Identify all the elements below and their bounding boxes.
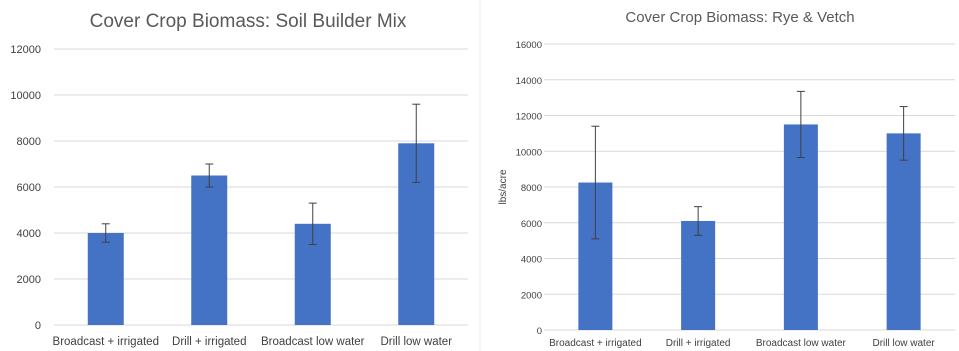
x-tick-label: Broadcast + irrigated bbox=[549, 338, 642, 349]
bar bbox=[681, 221, 715, 330]
y-tick-label: 14000 bbox=[516, 76, 542, 87]
y-tick-label: 12000 bbox=[516, 112, 542, 123]
y-tick-label: 2000 bbox=[521, 290, 542, 301]
chart-title: Cover Crop Biomass: Rye & Vetch bbox=[625, 9, 854, 26]
y-tick-label: 0 bbox=[35, 320, 41, 332]
y-axis-title: lbs/acre bbox=[498, 169, 509, 204]
y-tick-label: 10000 bbox=[516, 147, 542, 158]
chart-divider bbox=[479, 0, 481, 351]
y-tick-label: 12000 bbox=[10, 44, 41, 56]
chart-rye-vetch: Cover Crop Biomass: Rye & Vetch lbs/acre… bbox=[482, 0, 959, 351]
bar bbox=[191, 176, 227, 326]
x-tick-label: Drill + irrigated bbox=[172, 336, 246, 348]
x-tick-label: Broadcast low water bbox=[261, 336, 365, 348]
chart-title: Cover Crop Biomass: Soil Builder Mix bbox=[90, 11, 407, 32]
y-tick-label: 4000 bbox=[521, 255, 542, 266]
y-tick-label: 2000 bbox=[17, 274, 41, 286]
bar bbox=[88, 233, 124, 325]
y-tick-label: 8000 bbox=[17, 136, 41, 148]
x-tick-label: Drill low water bbox=[873, 338, 936, 349]
y-tick-label: 6000 bbox=[17, 182, 41, 194]
x-tick-label: Drill low water bbox=[380, 336, 452, 348]
y-tick-label: 0 bbox=[537, 326, 542, 337]
y-tick-label: 10000 bbox=[10, 90, 41, 102]
x-tick-label: Broadcast low water bbox=[756, 338, 847, 349]
chart-soil-builder-mix: Cover Crop Biomass: Soil Builder Mix 0 20… bbox=[0, 0, 478, 351]
chart-soil-builder-mix-svg: Cover Crop Biomass: Soil Builder Mix 0 20… bbox=[0, 0, 478, 351]
y-tick-label: 6000 bbox=[521, 219, 542, 230]
x-tick-label: Drill + irrigated bbox=[666, 338, 731, 349]
x-tick-label: Broadcast + irrigated bbox=[53, 336, 159, 348]
y-tick-label: 4000 bbox=[17, 228, 41, 240]
chart-rye-vetch-svg: Cover Crop Biomass: Rye & Vetch lbs/acre… bbox=[482, 0, 959, 351]
bar bbox=[887, 133, 921, 330]
y-tick-label: 8000 bbox=[521, 183, 542, 194]
y-tick-label: 16000 bbox=[516, 40, 542, 51]
